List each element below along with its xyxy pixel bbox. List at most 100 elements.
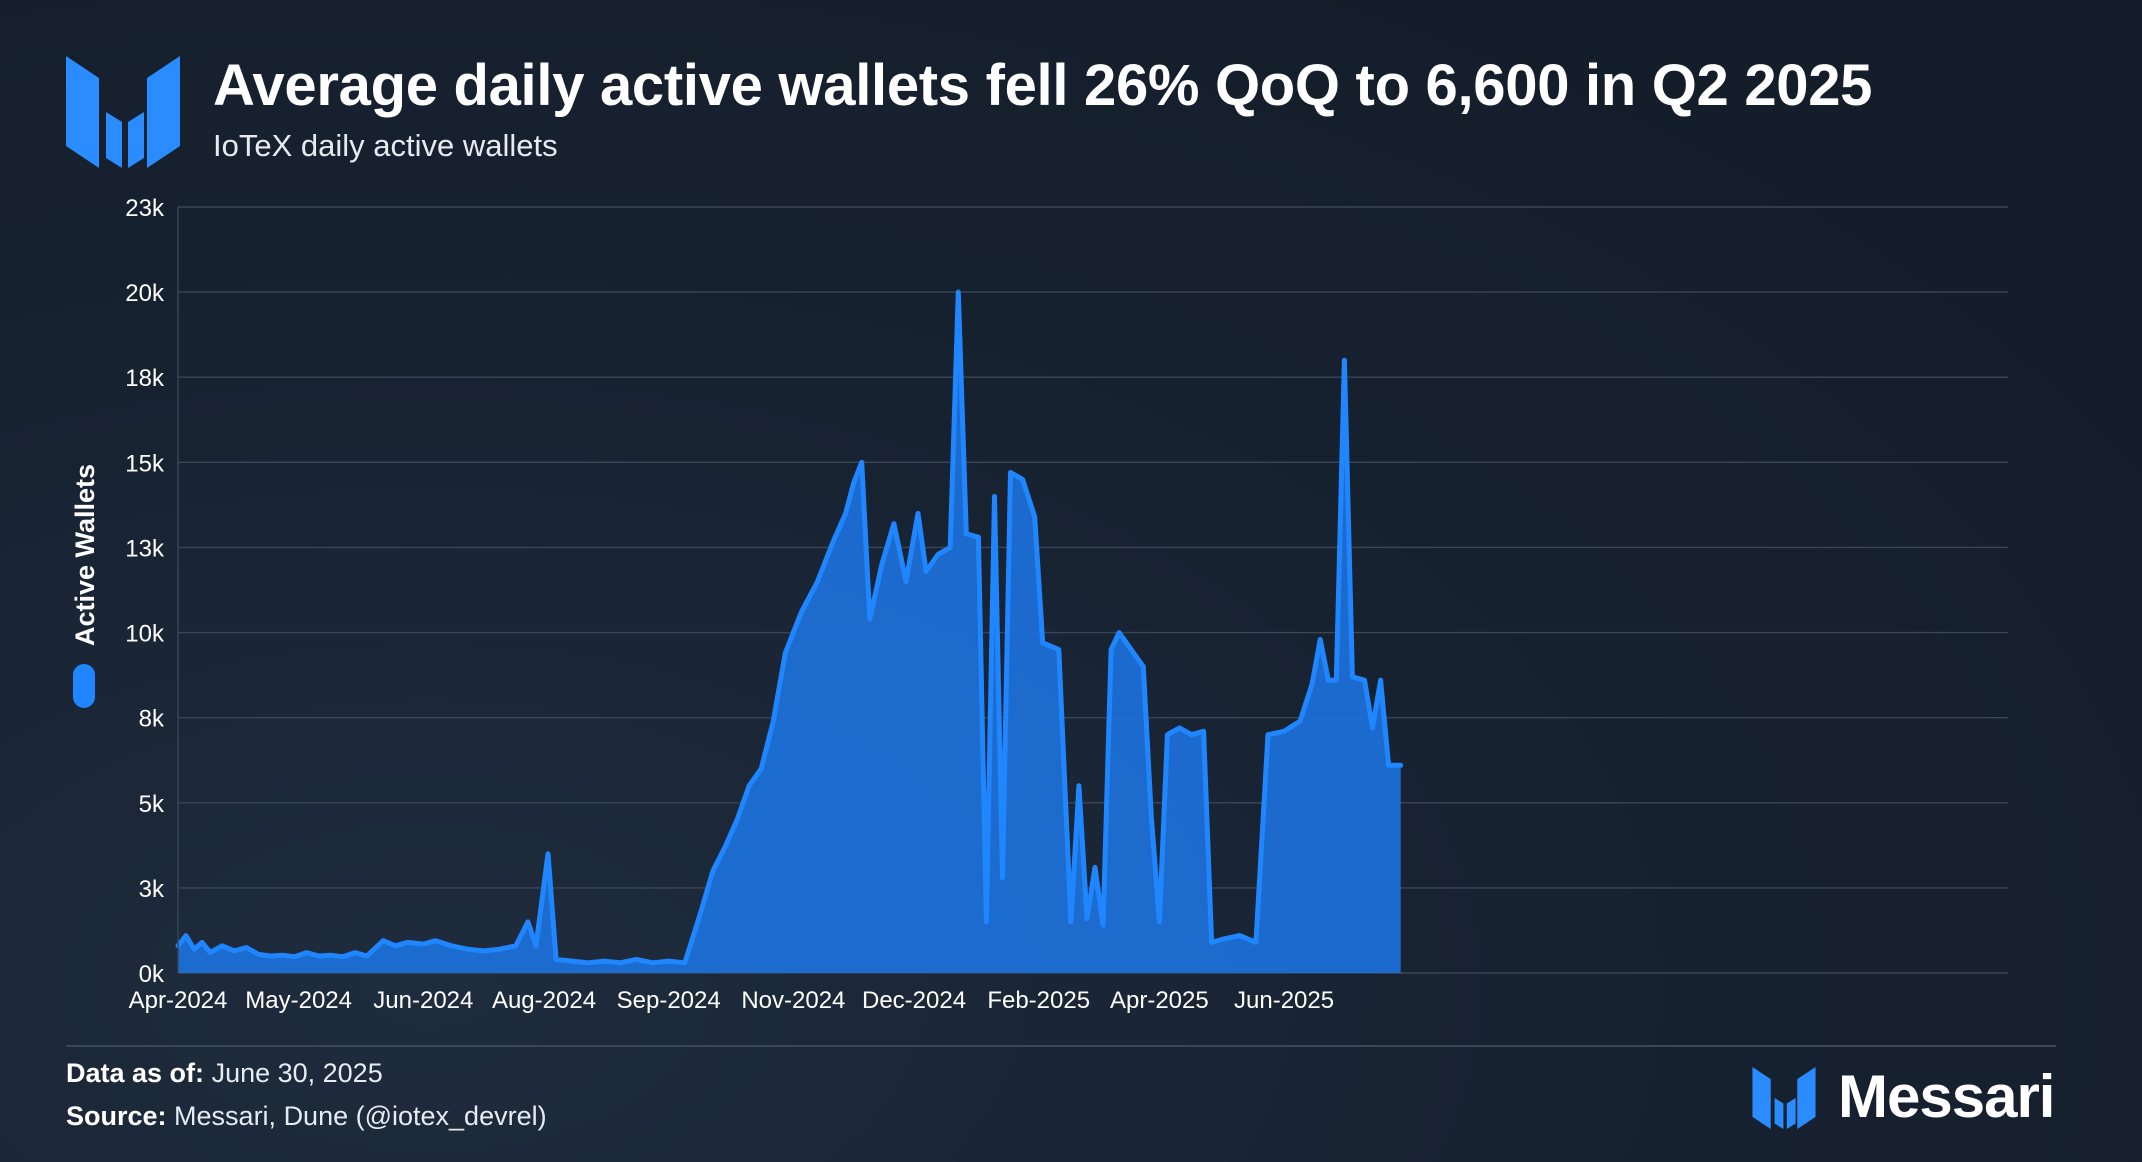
data-point <box>1177 726 1181 730</box>
data-point <box>1310 682 1314 686</box>
y-tick-label: 23k <box>125 195 165 222</box>
data-point <box>1117 631 1121 635</box>
y-tick-label: 0k <box>139 961 165 988</box>
axis-layer: 0k 3k 5k 8k 10k 13k 15k 18k 20k 23k Apr-2024 May-20… <box>125 195 1334 1014</box>
source-label: Source: <box>66 1101 167 1131</box>
data-point <box>293 955 297 959</box>
x-tick-label: Jun-2024 <box>373 987 473 1014</box>
data-point <box>964 532 968 536</box>
data-point <box>200 940 204 944</box>
data-point <box>208 951 212 955</box>
data-point <box>281 953 285 957</box>
data-point <box>317 954 321 958</box>
data-point <box>1334 678 1338 682</box>
data-point <box>1077 784 1081 788</box>
legend: Active Wallets <box>70 464 100 708</box>
data-point <box>924 569 928 573</box>
data-point <box>1041 641 1045 645</box>
data-as-of: Data as of: June 30, 2025 <box>66 1058 383 1089</box>
messari-logo-icon <box>66 56 180 168</box>
data-point <box>305 951 309 955</box>
brand-logo: Messari <box>1752 1062 2072 1132</box>
y-tick-label: 15k <box>125 450 165 477</box>
data-point <box>723 845 727 849</box>
series-line-active-wallets <box>175 289 1404 966</box>
data-point <box>586 961 590 965</box>
data-point <box>1165 733 1169 737</box>
data-point <box>683 961 687 965</box>
data-point <box>747 784 751 788</box>
y-tick-label: 20k <box>125 280 165 307</box>
data-point <box>783 651 787 655</box>
chart-subtitle: IoTeX daily active wallets <box>213 128 558 163</box>
legend-label: Active Wallets <box>70 464 100 646</box>
data-point <box>256 952 260 956</box>
y-tick-label: 13k <box>125 535 165 562</box>
data-point <box>449 944 453 948</box>
x-tick-label: Jun-2025 <box>1234 987 1334 1014</box>
data-point <box>1379 678 1383 682</box>
y-tick-label: 8k <box>139 706 165 733</box>
page-title: Average daily active wallets fell 26% Qo… <box>213 53 1873 118</box>
data-point <box>916 511 920 515</box>
data-point <box>192 947 196 951</box>
x-tick-label: Nov-2024 <box>741 987 845 1014</box>
data-point <box>1057 648 1061 652</box>
data-point <box>381 939 385 943</box>
data-point <box>1141 665 1145 669</box>
data-point <box>1157 920 1161 924</box>
y-tick-label: 5k <box>139 791 165 818</box>
data-point <box>711 869 715 873</box>
x-tick-label: Apr-2024 <box>129 987 228 1014</box>
data-point <box>852 481 856 485</box>
data-point <box>1129 648 1133 652</box>
data-point <box>1093 865 1097 869</box>
x-tick-label: May-2024 <box>245 987 352 1014</box>
data-point <box>1190 733 1194 737</box>
data-point <box>735 818 739 822</box>
data-point <box>1387 763 1391 767</box>
data-point <box>1350 675 1354 679</box>
data-point <box>602 959 606 963</box>
data-point <box>815 579 819 583</box>
brand-name: Messari <box>1838 1063 2055 1130</box>
data-point <box>353 951 357 955</box>
data-point <box>1149 814 1153 818</box>
data-point <box>992 494 996 498</box>
messari-brand-icon <box>1752 1067 1816 1129</box>
data-point <box>393 944 397 948</box>
data-point <box>1222 937 1226 941</box>
data-point <box>570 959 574 963</box>
data-point <box>880 562 884 566</box>
data-point <box>1069 920 1073 924</box>
data-point <box>433 939 437 943</box>
data-point <box>184 934 188 938</box>
data-point <box>514 944 518 948</box>
data-point <box>1033 515 1037 519</box>
data-point <box>1001 876 1005 880</box>
data-point <box>1362 678 1366 682</box>
data-point <box>482 949 486 953</box>
data-point <box>1298 719 1302 723</box>
data-point <box>904 579 908 583</box>
data-as-of-value: June 30, 2025 <box>211 1058 383 1088</box>
data-as-of-label: Data as of: <box>66 1058 205 1088</box>
x-tick-label: Dec-2024 <box>862 987 966 1014</box>
data-point <box>1342 358 1346 362</box>
data-point <box>956 290 960 294</box>
source-value: Messari, Dune (@iotex_devrel) <box>174 1101 547 1131</box>
x-tick-label: Sep-2024 <box>617 987 721 1014</box>
data-point <box>699 910 703 914</box>
grid-layer <box>178 206 2008 974</box>
data-point <box>667 959 671 963</box>
data-point <box>860 460 864 464</box>
data-point <box>421 942 425 946</box>
x-tick-label: Aug-2024 <box>492 987 596 1014</box>
data-point <box>976 535 980 539</box>
data-point <box>1202 729 1206 733</box>
data-point <box>1254 940 1258 944</box>
data-point <box>341 955 345 959</box>
data-point <box>329 953 333 957</box>
data-point <box>1210 940 1214 944</box>
